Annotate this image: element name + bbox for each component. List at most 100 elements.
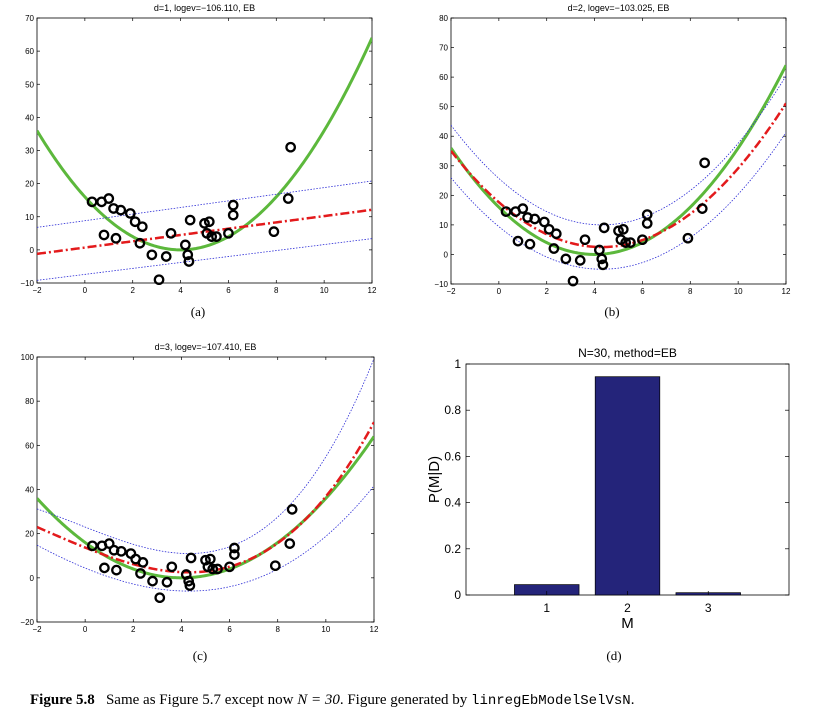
- y-tick-label: −20: [20, 618, 34, 627]
- data-point: [268, 226, 280, 238]
- y-tick-label: 0.2: [444, 542, 461, 556]
- plot-title: d=2, logev=−103.025, EB: [568, 3, 670, 13]
- x-tick-label: 8: [688, 287, 693, 296]
- data-point: [596, 253, 608, 265]
- data-point: [696, 203, 708, 214]
- y-axis-label: P(M|D): [426, 456, 443, 503]
- caption-math: N = 30: [297, 692, 340, 708]
- plot-frame: [36, 17, 373, 284]
- x-tick-label: 12: [782, 287, 791, 296]
- data-point: [224, 561, 235, 573]
- data-point: [620, 237, 632, 248]
- x-tick-label: 4: [178, 286, 183, 295]
- y-tick-label: 20: [25, 180, 34, 189]
- data-point: [137, 557, 149, 568]
- plot-frame: [450, 17, 787, 285]
- data-point: [212, 563, 223, 575]
- caption-text-pre: Same as Figure 5.7 except now: [105, 692, 298, 708]
- data-point: [115, 204, 127, 216]
- x-tick-label: 0: [83, 625, 88, 634]
- x-tick-label: −2: [446, 287, 456, 296]
- figure-caption: Figure 5.8 Same as Figure 5.7 except now…: [30, 692, 830, 709]
- x-tick-label: 3: [705, 601, 712, 615]
- data-point: [134, 237, 146, 249]
- data-point: [500, 206, 512, 217]
- x-tick-label: 10: [321, 625, 330, 634]
- y-tick-label: 80: [25, 397, 34, 406]
- x-tick-label: 8: [274, 286, 279, 295]
- data-point: [147, 575, 158, 587]
- x-tick-label: −2: [32, 286, 42, 295]
- y-tick-label: 0: [30, 246, 35, 255]
- data-point: [284, 538, 296, 549]
- y-tick-label: 10: [439, 221, 448, 230]
- data-point: [103, 193, 115, 204]
- subfigure-label: (d): [606, 648, 621, 663]
- x-tick-label: 2: [131, 625, 136, 634]
- data-point: [617, 223, 629, 235]
- data-point: [286, 504, 298, 515]
- data-point: [567, 275, 579, 287]
- y-tick-label: 20: [25, 530, 34, 539]
- data-point: [227, 199, 239, 211]
- x-tick-label: 2: [130, 286, 135, 295]
- data-point: [637, 234, 648, 246]
- data-point: [269, 560, 281, 572]
- data-point: [160, 251, 172, 262]
- plot-title: d=3, logev=−107.410, EB: [155, 342, 257, 352]
- data-point: [180, 239, 191, 251]
- data-point: [223, 227, 234, 239]
- y-tick-label: 40: [25, 113, 34, 122]
- data-point: [111, 564, 122, 576]
- plot-frame: [36, 356, 375, 623]
- data-point: [98, 229, 110, 241]
- x-tick-label: 0: [83, 286, 88, 295]
- data-point: [184, 214, 196, 226]
- y-tick-label: 40: [439, 132, 448, 141]
- y-tick-label: 100: [21, 353, 35, 362]
- data-point: [524, 238, 536, 250]
- data-point: [185, 552, 197, 564]
- error-band-line: [37, 238, 372, 281]
- data-point: [699, 157, 710, 169]
- x-tick-label: 12: [368, 286, 377, 295]
- data-point: [182, 249, 194, 261]
- y-tick-label: 40: [25, 486, 34, 495]
- error-band-line: [37, 358, 374, 554]
- data-point: [229, 542, 240, 554]
- y-tick-label: 50: [439, 103, 448, 112]
- caption-text-mid: . Figure generated by: [339, 692, 472, 708]
- plot-title: N=30, method=EB: [578, 346, 677, 360]
- x-axis-label: M: [621, 615, 634, 632]
- data-point: [124, 208, 136, 219]
- data-point: [165, 227, 177, 239]
- x-tick-label: 10: [734, 287, 743, 296]
- error-band-line: [37, 180, 372, 228]
- data-point: [512, 235, 524, 247]
- y-tick-label: 70: [439, 44, 448, 53]
- data-point: [229, 549, 240, 560]
- data-point: [135, 568, 146, 579]
- y-tick-label: 0: [454, 588, 461, 602]
- data-point: [641, 209, 653, 220]
- y-tick-label: 60: [25, 47, 34, 56]
- x-tick-label: −2: [32, 625, 42, 634]
- y-tick-label: −10: [434, 280, 448, 289]
- data-point: [110, 232, 122, 244]
- x-tick-label: 12: [370, 625, 379, 634]
- y-tick-label: 0: [30, 574, 35, 583]
- error-band-line: [451, 75, 786, 226]
- data-point: [206, 231, 218, 242]
- data-point: [166, 561, 178, 573]
- data-point: [560, 253, 572, 265]
- data-point: [86, 196, 98, 208]
- data-point: [598, 222, 610, 234]
- x-tick-label: 2: [624, 601, 631, 615]
- caption-label: Figure 5.8: [30, 692, 95, 708]
- subfigure-label: (c): [193, 648, 207, 663]
- caption-text-post: .: [630, 692, 635, 708]
- x-tick-label: 10: [320, 286, 329, 295]
- data-point: [199, 218, 210, 229]
